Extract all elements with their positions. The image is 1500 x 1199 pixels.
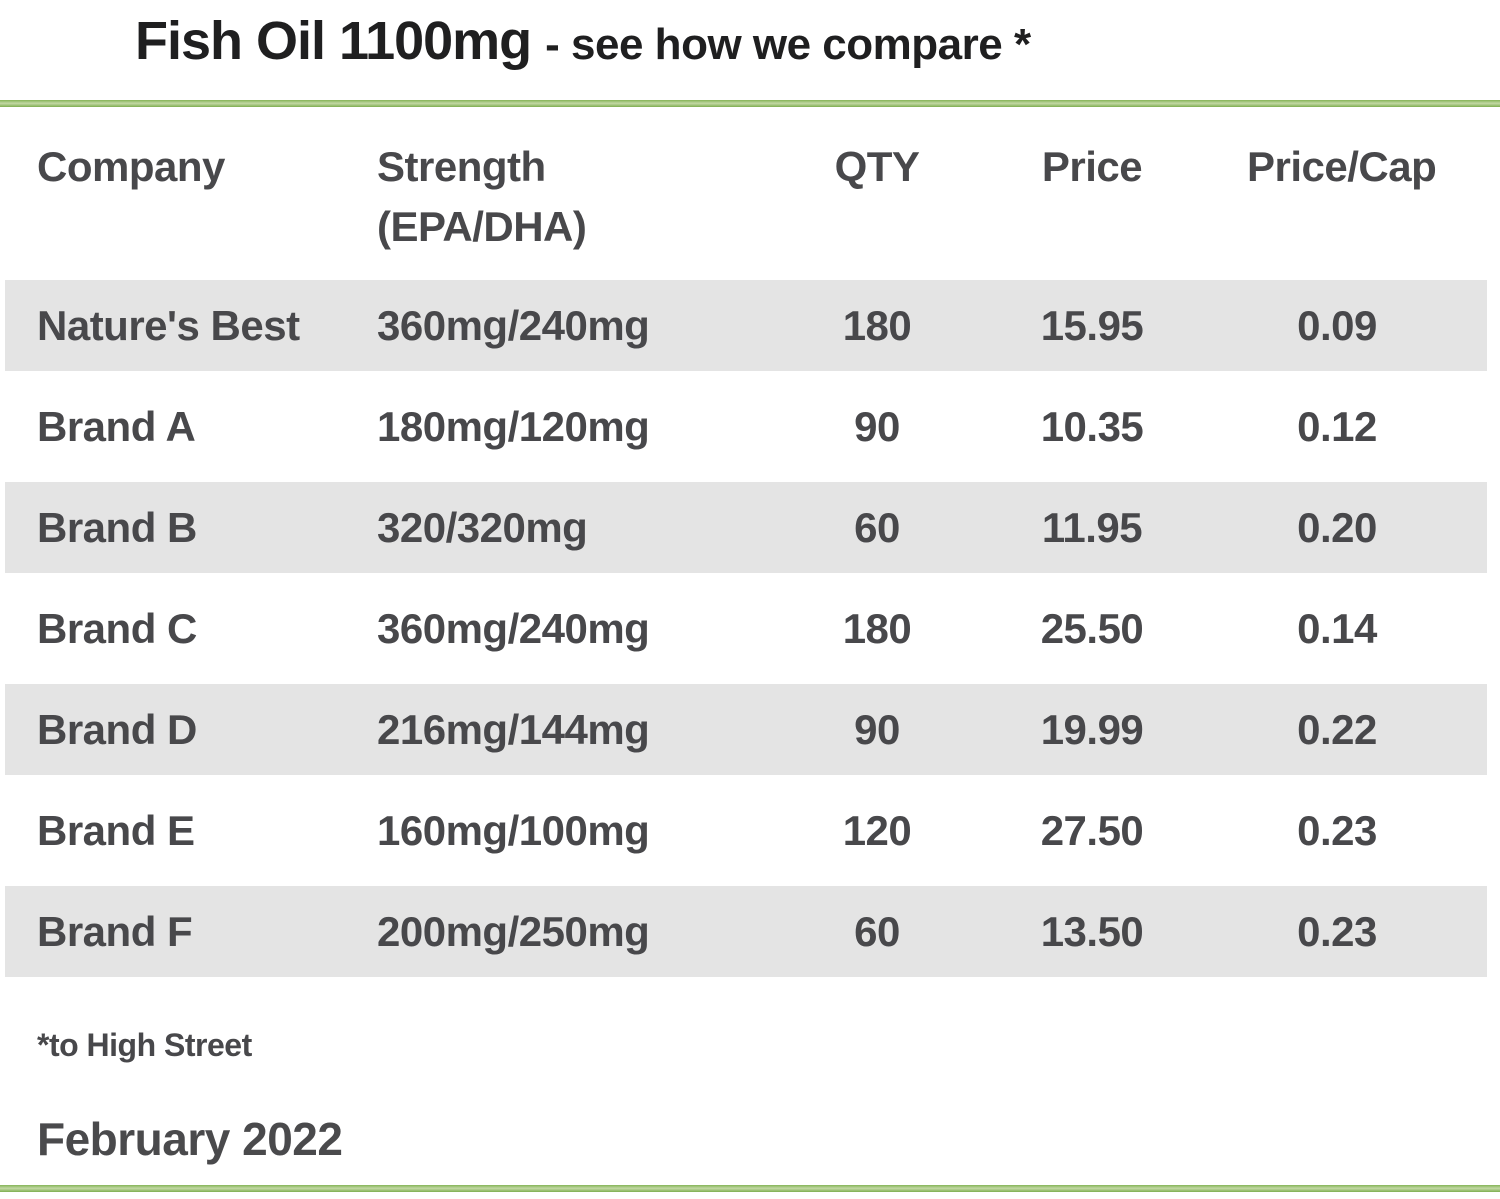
price-cap-cell: 0.09 — [1297, 301, 1377, 349]
price-cell: 25.50 — [1040, 604, 1144, 652]
qty-cell: 120 — [842, 806, 912, 854]
price-cap-cell: 0.22 — [1297, 705, 1377, 753]
company-cell: Brand F — [37, 907, 193, 955]
product-title: Fish Oil 1100mg — [135, 11, 532, 71]
table-row-brand-a: Brand A 180mg/120mg 90 10.35 0.12 — [5, 376, 1487, 477]
price-cell: 15.95 — [1040, 301, 1144, 349]
company-cell: Brand C — [37, 604, 197, 652]
table-row-brand-e: Brand E 160mg/100mg 120 27.50 0.23 — [5, 780, 1487, 881]
table-header-row: Company Strength (EPA/DHA) QTY Price Pric… — [5, 107, 1487, 275]
page-title: Fish Oil 1100mg - see how we compare * — [0, 0, 1500, 100]
table-row-natures-best: Nature's Best 360mg/240mg 180 15.95 0.09 — [5, 275, 1487, 376]
title-subtitle: - see how we compare * — [545, 20, 1031, 69]
price-cap-cell: 0.20 — [1297, 503, 1377, 551]
price-cell: 13.50 — [1040, 907, 1144, 955]
price-cell: 10.35 — [1040, 402, 1144, 450]
qty-cell: 90 — [854, 705, 900, 753]
qty-cell: 180 — [842, 604, 912, 652]
price-cell: 11.95 — [1041, 503, 1143, 551]
column-header-strength-sublabel: (EPA/DHA) — [377, 203, 587, 251]
company-cell: Brand B — [37, 503, 197, 551]
price-cap-cell: 0.14 — [1297, 604, 1377, 652]
company-cell: Nature's Best — [37, 301, 300, 349]
table-row-brand-d: Brand D 216mg/144mg 90 19.99 0.22 — [5, 679, 1487, 780]
column-header-strength: Strength (EPA/DHA) — [377, 137, 817, 257]
strength-cell: 360mg/240mg — [377, 604, 650, 652]
company-cell: Brand E — [37, 806, 195, 854]
column-header-price-cap: Price/Cap — [1247, 143, 1437, 190]
comparison-table: Company Strength (EPA/DHA) QTY Price Pric… — [0, 107, 1500, 982]
qty-cell: 90 — [854, 402, 900, 450]
price-cap-cell: 0.12 — [1297, 402, 1377, 450]
qty-cell: 180 — [842, 301, 912, 349]
company-cell: Brand D — [37, 705, 197, 753]
price-cell: 19.99 — [1040, 705, 1144, 753]
bottom-divider — [0, 1185, 1500, 1192]
column-header-price: Price — [1041, 143, 1143, 190]
strength-cell: 160mg/100mg — [377, 806, 650, 854]
column-header-strength-label: Strength — [377, 143, 546, 190]
strength-cell: 200mg/250mg — [377, 907, 650, 955]
top-divider — [0, 100, 1500, 107]
qty-cell: 60 — [854, 503, 900, 551]
column-header-qty: QTY — [834, 143, 920, 190]
price-cap-cell: 0.23 — [1297, 806, 1377, 854]
strength-cell: 180mg/120mg — [377, 402, 650, 450]
table-row-brand-b: Brand B 320/320mg 60 11.95 0.20 — [5, 477, 1487, 578]
price-cell: 27.50 — [1040, 806, 1144, 854]
company-cell: Brand A — [37, 402, 196, 450]
strength-cell: 320/320mg — [377, 503, 588, 551]
table-row-brand-f: Brand F 200mg/250mg 60 13.50 0.23 — [5, 881, 1487, 982]
table-row-brand-c: Brand C 360mg/240mg 180 25.50 0.14 — [5, 578, 1487, 679]
footnote: *to High Street — [37, 1027, 252, 1063]
qty-cell: 60 — [854, 907, 900, 955]
strength-cell: 216mg/144mg — [377, 705, 650, 753]
strength-cell: 360mg/240mg — [377, 301, 650, 349]
price-cap-cell: 0.23 — [1297, 907, 1377, 955]
date-label: February 2022 — [37, 1113, 343, 1165]
column-header-company: Company — [37, 143, 225, 190]
